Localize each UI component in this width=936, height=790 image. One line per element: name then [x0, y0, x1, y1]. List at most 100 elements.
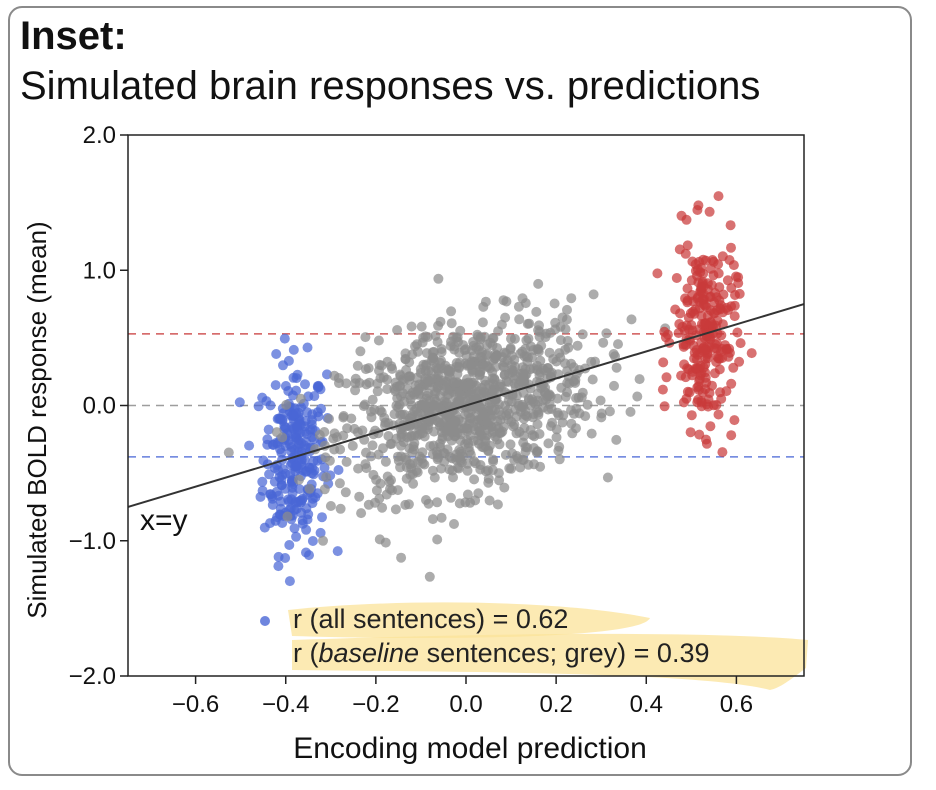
point-grey [625, 406, 636, 417]
point-grey [604, 406, 615, 417]
point-red [688, 340, 699, 351]
point-blue [300, 379, 310, 390]
point-grey [478, 410, 489, 421]
point-grey [609, 380, 619, 391]
point-grey [477, 317, 488, 328]
point-grey [475, 367, 486, 378]
point-grey [485, 337, 496, 348]
point-grey [480, 425, 491, 436]
point-grey [517, 399, 528, 410]
point-grey [427, 352, 438, 363]
point-grey [399, 409, 410, 420]
point-grey [572, 340, 583, 351]
point-blue [316, 403, 326, 414]
point-grey [533, 344, 544, 355]
point-red [705, 421, 716, 432]
point-grey [553, 445, 564, 456]
point-grey [408, 478, 419, 489]
point-blue [306, 419, 317, 430]
point-red [734, 356, 745, 367]
point-grey [375, 405, 386, 416]
point-blue [289, 523, 300, 534]
point-grey [514, 314, 525, 325]
point-red [726, 301, 737, 312]
point-grey [412, 346, 423, 357]
annotation-r-baseline: r (baseline sentences; grey) = 0.39 [293, 638, 709, 668]
point-grey [382, 384, 393, 395]
point-grey [383, 431, 394, 441]
point-grey [497, 426, 508, 437]
point-blue [312, 381, 323, 392]
point-red [731, 271, 741, 282]
point-grey [557, 417, 568, 428]
point-red [707, 380, 717, 391]
point-blue [277, 415, 288, 426]
point-red [708, 308, 719, 318]
point-grey [350, 378, 361, 389]
point-grey [338, 411, 349, 421]
point-grey [529, 459, 539, 470]
point-red [696, 401, 707, 412]
point-grey [360, 364, 371, 375]
point-grey [611, 362, 622, 373]
point-grey [517, 346, 528, 357]
point-grey [518, 437, 529, 448]
point-red [700, 300, 711, 311]
point-grey [405, 469, 416, 480]
point-grey [338, 430, 349, 441]
point-grey [490, 353, 501, 364]
point-blue [290, 497, 301, 508]
point-grey [500, 449, 511, 460]
figure-title: Inset: [20, 14, 127, 58]
point-blue [264, 469, 275, 480]
point-grey [411, 403, 422, 414]
point-grey [396, 552, 407, 563]
point-grey [586, 356, 597, 367]
point-blue [302, 342, 313, 353]
point-grey [611, 434, 622, 445]
point-grey [419, 400, 430, 411]
point-blue [276, 447, 287, 458]
point-blue [332, 546, 343, 557]
point-grey [577, 329, 588, 340]
point-grey [509, 378, 520, 389]
point-blue [265, 518, 275, 529]
point-blue [333, 465, 344, 475]
legend-blue-dot [260, 616, 270, 626]
point-blue [307, 493, 318, 504]
point-grey [360, 459, 371, 470]
point-grey [390, 504, 401, 515]
point-blue [291, 460, 302, 471]
point-grey [446, 318, 457, 329]
point-blue [291, 385, 302, 396]
point-blue [267, 491, 277, 502]
point-grey [538, 395, 548, 406]
point-grey [555, 335, 566, 346]
point-grey [367, 394, 378, 405]
point-grey [601, 328, 612, 339]
point-grey [341, 456, 352, 467]
point-grey [386, 361, 397, 372]
point-grey [573, 392, 584, 403]
point-blue [263, 424, 274, 435]
point-grey [373, 335, 384, 346]
point-grey [582, 399, 593, 410]
annotation-r-all: r (all sentences) = 0.62 [293, 604, 568, 634]
point-red [721, 344, 732, 355]
point-blue [274, 472, 285, 482]
data-points [223, 191, 757, 587]
point-grey [390, 386, 401, 397]
point-grey [531, 306, 542, 317]
point-grey [488, 456, 499, 467]
identity-line-label: x=y [140, 504, 188, 537]
figure-subtitle: Simulated brain responses vs. prediction… [20, 64, 761, 108]
point-red [671, 273, 682, 283]
point-grey [359, 399, 370, 410]
point-red [746, 348, 757, 359]
point-red [692, 205, 703, 215]
point-grey [353, 463, 364, 474]
point-grey [462, 458, 473, 469]
point-grey [380, 420, 390, 431]
point-red [681, 340, 691, 350]
point-grey [554, 454, 565, 465]
